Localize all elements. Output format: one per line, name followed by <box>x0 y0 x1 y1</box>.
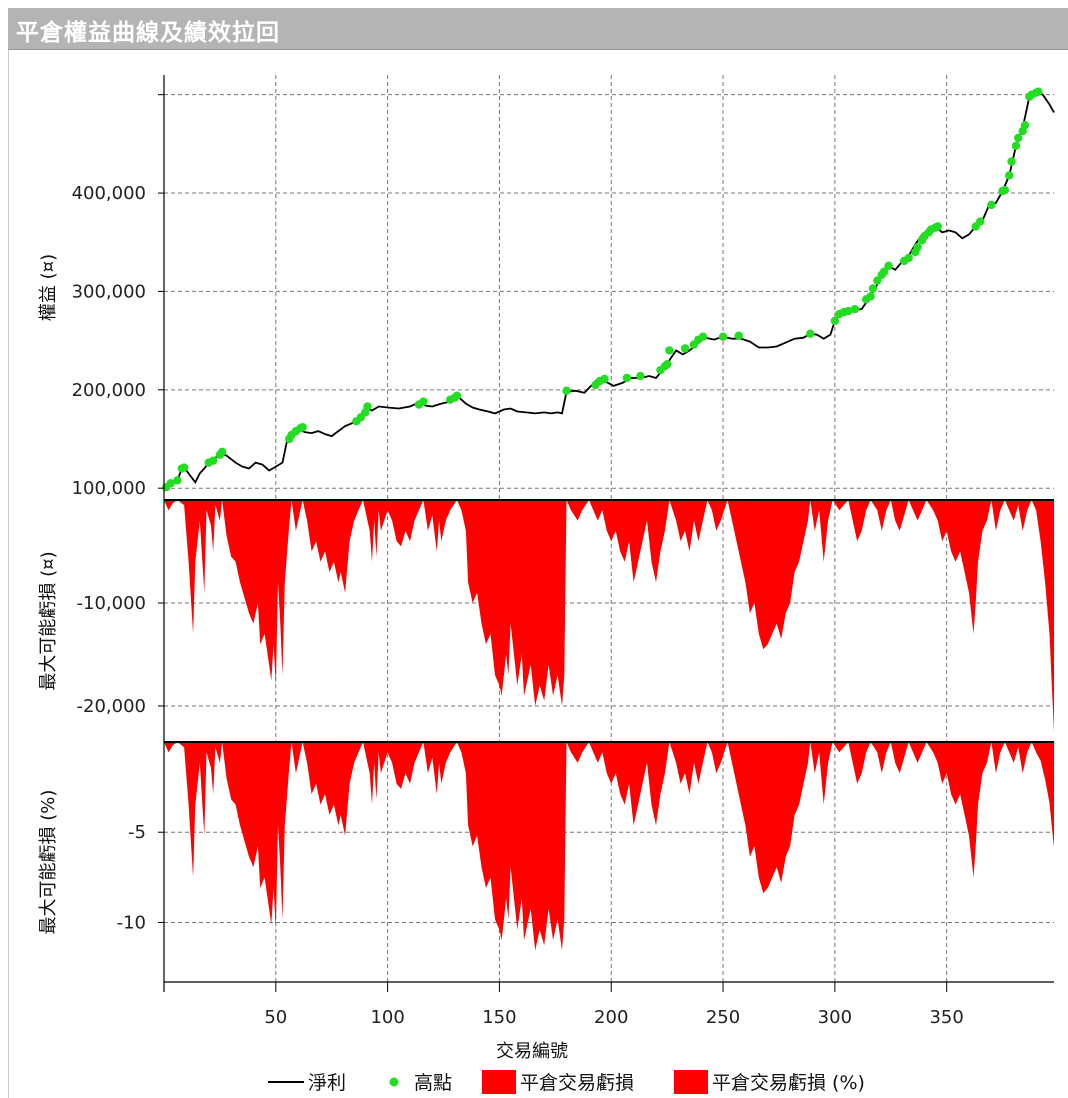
legend-label: 平倉交易虧損 (%) <box>712 1072 865 1094</box>
high-point-marker <box>419 397 428 406</box>
high-point-marker <box>884 261 893 271</box>
high-point-marker <box>1011 141 1021 151</box>
high-point-marker <box>987 200 996 210</box>
y-tick-label: 400,000 <box>72 183 146 204</box>
high-point-marker <box>363 402 372 411</box>
x-tick-label: 50 <box>264 1007 287 1028</box>
drawdown-percent-panel <box>164 742 1054 951</box>
high-point-marker <box>208 456 218 465</box>
x-tick-label: 250 <box>706 1007 740 1028</box>
high-point-marker <box>217 447 227 456</box>
legend-label: 高點 <box>414 1072 452 1094</box>
high-point-marker <box>662 360 672 369</box>
window-title: 平倉權益曲線及績效拉回 <box>16 20 280 46</box>
legend-swatch-box <box>482 1070 516 1094</box>
high-point-marker <box>1034 87 1043 96</box>
y-tick-label: -20,000 <box>77 696 146 717</box>
high-point-marker <box>1014 133 1023 143</box>
x-axis: 50 100 150 200 250 300 350 交易編號 <box>264 982 964 1062</box>
high-point-marker <box>452 391 462 400</box>
high-point-marker <box>904 253 913 263</box>
legend-label: 淨利 <box>308 1072 346 1094</box>
legend-swatch-box <box>674 1070 708 1094</box>
high-point-marker <box>562 386 571 395</box>
high-point-marker <box>173 476 182 485</box>
high-point-marker <box>866 292 875 301</box>
high-point-marker <box>622 373 632 383</box>
legend-label: 平倉交易虧損 <box>520 1072 634 1094</box>
high-point-marker <box>933 222 942 231</box>
y-tick-label: 300,000 <box>72 281 146 302</box>
axes: 100,000 200,000 300,000 400,000 權益 (¤) -10,00… <box>38 75 1054 992</box>
high-point-marker <box>600 374 609 384</box>
drawdown-percent-area <box>164 742 1054 951</box>
high-point-marker <box>879 267 889 276</box>
high-point-marker <box>718 332 728 341</box>
x-tick-label: 100 <box>370 1007 404 1028</box>
equity-panel <box>162 87 1055 492</box>
high-point-marker <box>1005 171 1014 180</box>
high-point-marker <box>298 422 307 432</box>
x-tick-label: 200 <box>594 1007 628 1028</box>
high-point-marker <box>844 306 853 316</box>
y-axis-label: 最大可能虧損 (%) <box>38 790 59 935</box>
title-bar: 平倉權益曲線及績效拉回 <box>8 8 1068 50</box>
y-tick-label: -10 <box>117 912 146 933</box>
high-point-marker <box>734 331 743 340</box>
x-tick-label: 350 <box>929 1007 963 1028</box>
high-point-marker <box>976 217 985 226</box>
y-tick-label: 100,000 <box>72 478 146 499</box>
high-point-marker <box>179 463 189 472</box>
x-axis-label: 交易編號 <box>496 1041 568 1062</box>
high-point-marker <box>166 479 175 488</box>
high-point-marker <box>806 329 815 338</box>
x-tick-label: 300 <box>818 1007 852 1028</box>
y-axis-label: 權益 (¤) <box>38 254 59 321</box>
drawdown-amount-panel <box>164 500 1054 732</box>
legend-swatch-dot <box>389 1077 399 1087</box>
y-tick-label: -5 <box>128 822 146 843</box>
y-axis-label: 最大可能虧損 (¤) <box>38 551 59 690</box>
x-tick-label: 150 <box>482 1007 516 1028</box>
y-tick-label: 200,000 <box>72 380 146 401</box>
high-point-marker <box>913 242 922 252</box>
legend: 淨利 高點 平倉交易虧損 平倉交易虧損 (%) <box>268 1070 865 1094</box>
high-point-marker <box>868 284 878 293</box>
high-point-marker <box>636 371 645 381</box>
high-point-marker <box>1007 157 1016 166</box>
grid-lines <box>164 75 1054 982</box>
high-point-marker <box>1020 120 1030 130</box>
drawdown-amount-area <box>164 500 1054 732</box>
high-point-marker <box>1000 185 1010 195</box>
high-point-marker <box>698 332 708 341</box>
high-point-marker <box>850 304 860 314</box>
high-point-marker <box>873 276 882 285</box>
high-point-marker <box>680 344 690 353</box>
y-tick-label: -10,000 <box>77 593 146 614</box>
high-point-marker <box>830 316 840 326</box>
high-point-marker <box>665 346 674 355</box>
